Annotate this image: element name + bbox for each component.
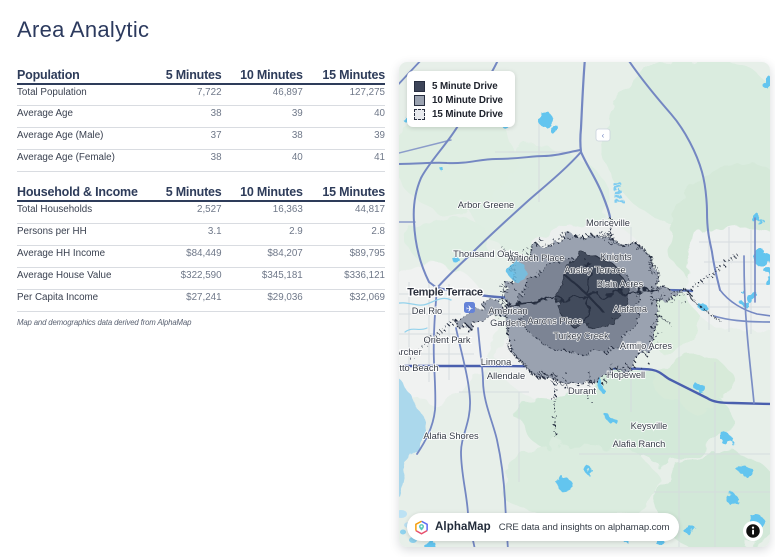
- svg-text:Alafama: Alafama: [613, 304, 648, 314]
- svg-text:✈: ✈: [466, 304, 474, 314]
- svg-text:tto Beach: tto Beach: [399, 363, 438, 373]
- svg-text:Del Rio: Del Rio: [412, 306, 442, 316]
- svg-text:Archer: Archer: [399, 347, 422, 357]
- svg-text:Thousand Oaks: Thousand Oaks: [453, 249, 519, 259]
- svg-text:Keysville: Keysville: [631, 421, 668, 431]
- svg-text:American: American: [488, 306, 527, 316]
- svg-text:Knights: Knights: [600, 252, 631, 262]
- svg-text:Durant: Durant: [568, 386, 596, 396]
- svg-text:Turkey Creek: Turkey Creek: [553, 331, 609, 341]
- svg-text:Limona: Limona: [481, 357, 512, 367]
- svg-text:Antioch Place: Antioch Place: [508, 253, 565, 263]
- svg-text:Gardens: Gardens: [490, 318, 526, 328]
- svg-text:Hopewell: Hopewell: [607, 370, 645, 380]
- svg-text:‹: ‹: [602, 131, 605, 140]
- svg-text:Aarons Place: Aarons Place: [527, 316, 582, 326]
- svg-text:Orient Park: Orient Park: [423, 335, 470, 345]
- svg-text:Arbor Greene: Arbor Greene: [458, 200, 514, 210]
- svg-text:Armijo Acres: Armijo Acres: [620, 341, 673, 351]
- svg-text:Alafia Ranch: Alafia Ranch: [613, 439, 666, 449]
- svg-text:Alafia Shores: Alafia Shores: [423, 431, 479, 441]
- svg-text:Blain Acres: Blain Acres: [597, 279, 644, 289]
- svg-text:Temple Terrace: Temple Terrace: [407, 287, 483, 299]
- svg-text:Moriceville: Moriceville: [586, 218, 630, 228]
- svg-text:Ansley Terrace: Ansley Terrace: [564, 265, 625, 275]
- svg-text:Allendale: Allendale: [487, 371, 525, 381]
